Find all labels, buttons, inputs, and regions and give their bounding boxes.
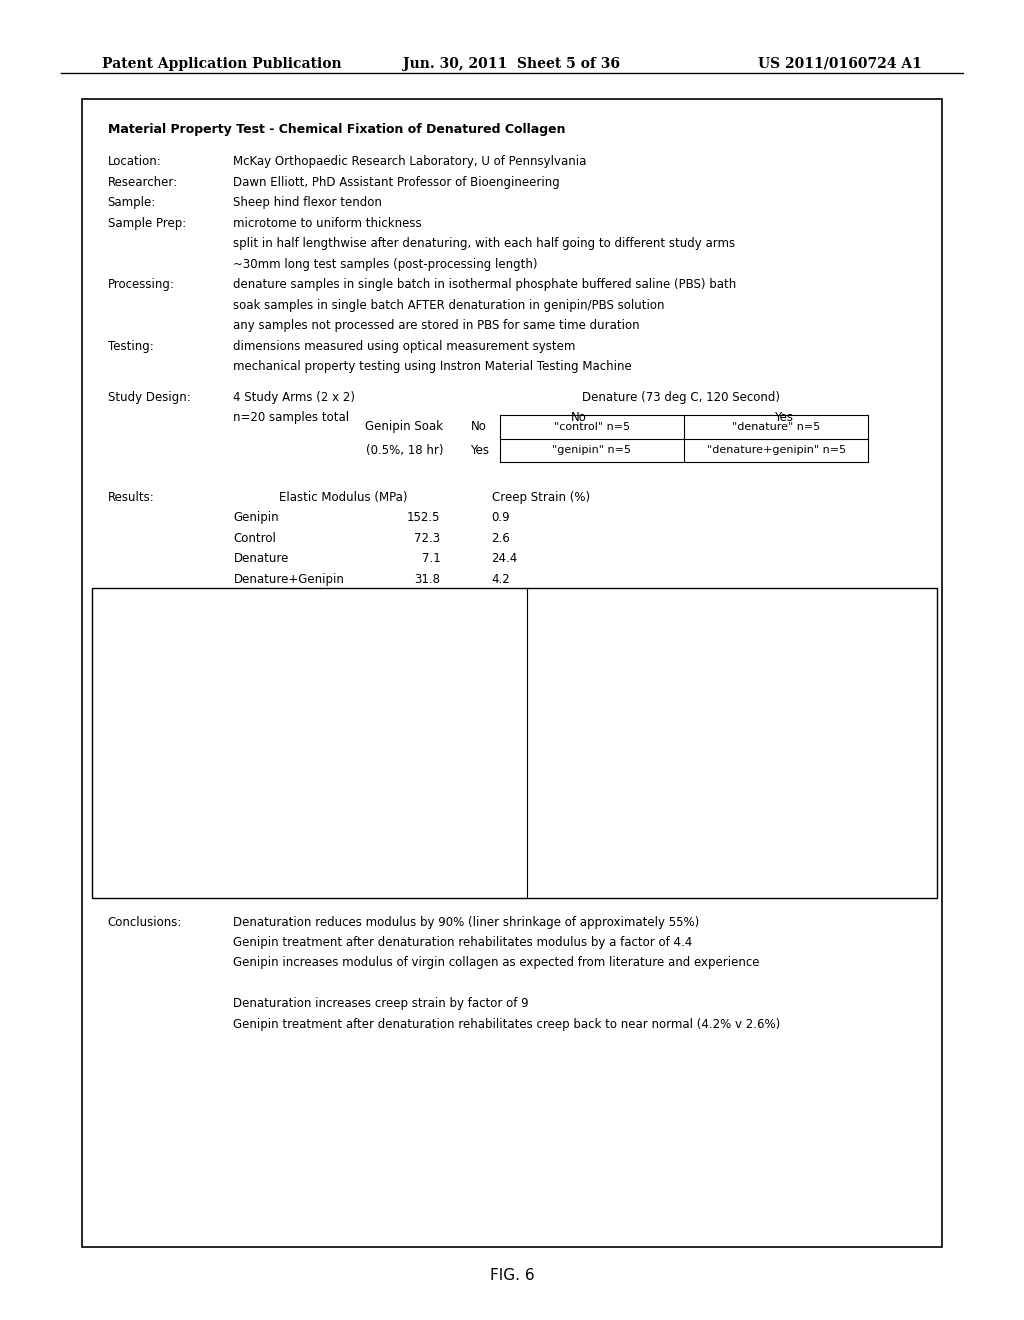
Text: No: No — [570, 412, 587, 424]
Text: Results:: Results: — [108, 491, 155, 504]
Text: Researcher:: Researcher: — [108, 176, 177, 189]
Text: denature samples in single batch in isothermal phosphate buffered saline (PBS) b: denature samples in single batch in isot… — [233, 279, 736, 292]
Y-axis label: Mpa: Mpa — [96, 742, 106, 766]
Text: No: No — [471, 421, 487, 433]
Text: Genipin treatment after denaturation rehabilitates creep back to near normal (4.: Genipin treatment after denaturation reh… — [233, 1018, 780, 1031]
Text: McKay Orthopaedic Research Laboratory, U of Pennsylvania: McKay Orthopaedic Research Laboratory, U… — [233, 156, 587, 169]
Text: Sample:: Sample: — [108, 197, 156, 210]
Text: 2.6: 2.6 — [492, 532, 510, 545]
Text: split in half lengthwise after denaturing, with each half going to different stu: split in half lengthwise after denaturin… — [233, 238, 735, 251]
Text: Patent Application Publication: Patent Application Publication — [102, 57, 342, 71]
Text: 4.2: 4.2 — [492, 573, 510, 586]
Text: 72.3: 72.3 — [414, 532, 440, 545]
Title: Modulus of Elasticity: Modulus of Elasticity — [239, 627, 376, 640]
Text: Denaturation reduces modulus by 90% (liner shrinkage of approximately 55%): Denaturation reduces modulus by 90% (lin… — [233, 916, 699, 928]
Text: 7.1: 7.1 — [422, 552, 440, 565]
Text: "denature" n=5: "denature" n=5 — [732, 422, 820, 432]
Text: Jun. 30, 2011  Sheet 5 of 36: Jun. 30, 2011 Sheet 5 of 36 — [403, 57, 621, 71]
Text: Yes: Yes — [774, 412, 793, 424]
Text: Denaturation increases creep strain by factor of 9: Denaturation increases creep strain by f… — [233, 998, 529, 1010]
Text: microtome to uniform thickness: microtome to uniform thickness — [233, 216, 422, 230]
Text: "control" n=5: "control" n=5 — [554, 422, 630, 432]
Bar — [857, 834, 901, 866]
Text: US 2011/0160724 A1: US 2011/0160724 A1 — [758, 57, 922, 71]
Text: 152.5: 152.5 — [407, 511, 440, 524]
Bar — [242, 775, 286, 866]
Text: n=20 samples total: n=20 samples total — [233, 412, 349, 424]
Text: Denature: Denature — [233, 552, 289, 565]
Text: dimensions measured using optical measurement system: dimensions measured using optical measur… — [233, 339, 575, 352]
Bar — [682, 846, 726, 866]
Bar — [417, 826, 461, 866]
Text: "genipin" n=5: "genipin" n=5 — [552, 445, 632, 455]
Text: Genipin: Genipin — [233, 511, 280, 524]
Text: Sheep hind flexor tendon: Sheep hind flexor tendon — [233, 197, 382, 210]
Text: Conclusions:: Conclusions: — [108, 916, 182, 928]
Text: Sample Prep:: Sample Prep: — [108, 216, 185, 230]
Text: Denature (73 deg C, 120 Second): Denature (73 deg C, 120 Second) — [582, 391, 780, 404]
Text: Yes: Yes — [470, 444, 488, 457]
Text: 4 Study Arms (2 x 2): 4 Study Arms (2 x 2) — [233, 391, 355, 404]
Text: 0.9: 0.9 — [492, 511, 510, 524]
Text: soak samples in single batch AFTER denaturation in genipin/PBS solution: soak samples in single batch AFTER denat… — [233, 298, 665, 312]
Text: Location:: Location: — [108, 156, 161, 169]
Text: Genipin increases modulus of virgin collagen as expected from literature and exp: Genipin increases modulus of virgin coll… — [233, 957, 760, 969]
Text: any samples not processed are stored in PBS for same time duration: any samples not processed are stored in … — [233, 319, 640, 333]
Title: Creep Strain (%): Creep Strain (%) — [692, 627, 803, 640]
Text: "denature+genipin" n=5: "denature+genipin" n=5 — [707, 445, 846, 455]
Bar — [769, 682, 813, 866]
Text: Study Design:: Study Design: — [108, 391, 190, 404]
Bar — [594, 858, 638, 866]
Text: (0.5%, 18 hr): (0.5%, 18 hr) — [366, 444, 443, 457]
Bar — [329, 857, 373, 866]
Text: 31.8: 31.8 — [415, 573, 440, 586]
Text: Testing:: Testing: — [108, 339, 154, 352]
Text: mechanical property testing using Instron Material Testing Machine: mechanical property testing using Instro… — [233, 360, 632, 374]
Bar — [154, 676, 198, 866]
Text: Control: Control — [233, 532, 276, 545]
Text: Dawn Elliott, PhD Assistant Professor of Bioengineering: Dawn Elliott, PhD Assistant Professor of… — [233, 176, 560, 189]
Text: ~30mm long test samples (post-processing length): ~30mm long test samples (post-processing… — [233, 257, 538, 271]
Text: FIG. 6: FIG. 6 — [489, 1269, 535, 1283]
Text: 24.4: 24.4 — [492, 552, 518, 565]
Text: Genipin Soak: Genipin Soak — [366, 421, 443, 433]
Text: Material Property Test - Chemical Fixation of Denatured Collagen: Material Property Test - Chemical Fixati… — [108, 123, 565, 136]
Text: Denature+Genipin: Denature+Genipin — [233, 573, 344, 586]
Text: Elastic Modulus (MPa): Elastic Modulus (MPa) — [279, 491, 408, 504]
Text: Genipin treatment after denaturation rehabilitates modulus by a factor of 4.4: Genipin treatment after denaturation reh… — [233, 936, 692, 949]
Text: Creep Strain (%): Creep Strain (%) — [492, 491, 590, 504]
Text: Processing:: Processing: — [108, 279, 174, 292]
